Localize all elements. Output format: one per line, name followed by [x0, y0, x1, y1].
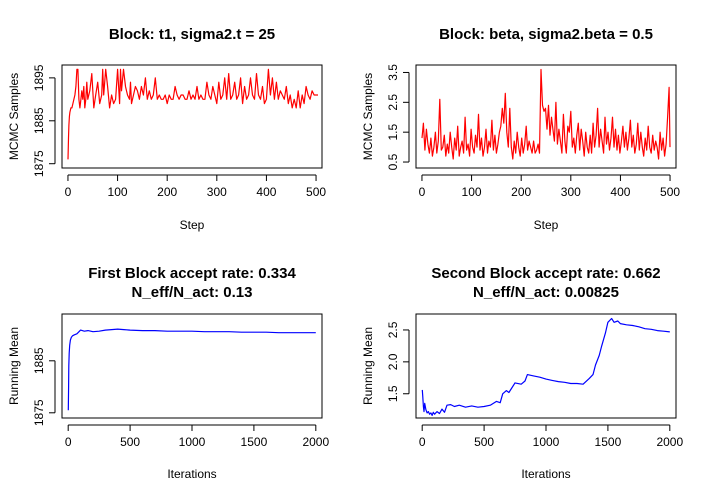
- chart-title: First Block accept rate: 0.334: [88, 265, 296, 282]
- y-tick-label: 1875: [32, 399, 46, 426]
- x-tick-label: 1500: [595, 435, 622, 449]
- series-line: [67, 328, 316, 411]
- x-tick-label: 0: [419, 185, 426, 199]
- x-tick-label: 500: [120, 435, 140, 449]
- y-axis-label: Running Mean: [7, 327, 21, 405]
- chart-title: N_eff/N_act: 0.13: [132, 284, 253, 301]
- x-tick-label: 400: [256, 185, 276, 199]
- x-tick-label: 500: [474, 435, 494, 449]
- plot-frame: [415, 313, 677, 419]
- x-tick-label: 300: [561, 185, 581, 199]
- y-tick-label: 2.5: [386, 321, 400, 338]
- x-axis-label: Iterations: [521, 467, 570, 481]
- y-tick-label: 1875: [32, 150, 46, 177]
- chart-title: Block: beta, sigma2.beta = 0.5: [439, 26, 653, 43]
- x-axis-label: Iterations: [167, 467, 216, 481]
- x-tick-label: 500: [306, 185, 326, 199]
- x-tick-label: 100: [108, 185, 128, 199]
- x-tick-label: 0: [65, 185, 72, 199]
- y-axis-label: MCMC Samples: [361, 73, 375, 160]
- x-tick-label: 1000: [533, 435, 560, 449]
- x-tick-label: 100: [462, 185, 482, 199]
- x-tick-label: 1000: [179, 435, 206, 449]
- y-tick-label: 2.0: [386, 353, 400, 370]
- x-tick-label: 200: [157, 185, 177, 199]
- y-tick-label: 2.5: [386, 94, 400, 111]
- series-line: [421, 68, 671, 160]
- panel-2: Block: beta, sigma2.beta = 0.5 Step MCMC S…: [361, 26, 680, 232]
- x-tick-label: 1500: [241, 435, 268, 449]
- series-line: [421, 317, 670, 416]
- x-tick-label: 2000: [302, 435, 329, 449]
- panel-4: Second Block accept rate: 0.662 N_eff/N_a…: [361, 265, 683, 481]
- y-tick-label: 1885: [32, 347, 46, 374]
- y-axis-label: MCMC Samples: [7, 73, 21, 160]
- x-tick-label: 2000: [656, 435, 683, 449]
- y-tick-label: 0.5: [386, 153, 400, 170]
- y-tick-label: 1.5: [386, 385, 400, 402]
- x-tick-label: 400: [610, 185, 630, 199]
- plot-frame: [61, 313, 323, 419]
- x-tick-label: 0: [65, 435, 72, 449]
- panel-1: Block: t1, sigma2.t = 25 Step MCMC Samples…: [7, 26, 326, 232]
- y-tick-label: 3.5: [386, 64, 400, 81]
- y-tick-label: 1885: [32, 107, 46, 134]
- x-tick-label: 500: [660, 185, 680, 199]
- x-axis-label: Step: [534, 218, 559, 232]
- plot-frame: [415, 64, 677, 169]
- panel-3: First Block accept rate: 0.334 N_eff/N_ac…: [7, 265, 329, 481]
- x-tick-label: 200: [511, 185, 531, 199]
- chart-title: N_eff/N_act: 0.00825: [473, 284, 619, 301]
- chart-title: Block: t1, sigma2.t = 25: [109, 26, 275, 43]
- x-axis-label: Step: [180, 218, 205, 232]
- y-axis-label: Running Mean: [361, 327, 375, 405]
- series-line: [67, 68, 318, 160]
- y-tick-label: 1895: [32, 64, 46, 91]
- plot-frame: [61, 64, 323, 169]
- x-tick-label: 0: [419, 435, 426, 449]
- y-tick-label: 1.5: [386, 124, 400, 141]
- x-tick-label: 300: [207, 185, 227, 199]
- chart-title: Second Block accept rate: 0.662: [431, 265, 660, 282]
